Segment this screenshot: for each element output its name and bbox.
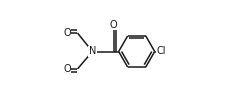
Text: O: O: [63, 28, 71, 38]
Text: Cl: Cl: [156, 46, 165, 57]
Text: N: N: [88, 46, 96, 57]
Text: O: O: [63, 64, 71, 74]
Text: O: O: [109, 20, 117, 30]
